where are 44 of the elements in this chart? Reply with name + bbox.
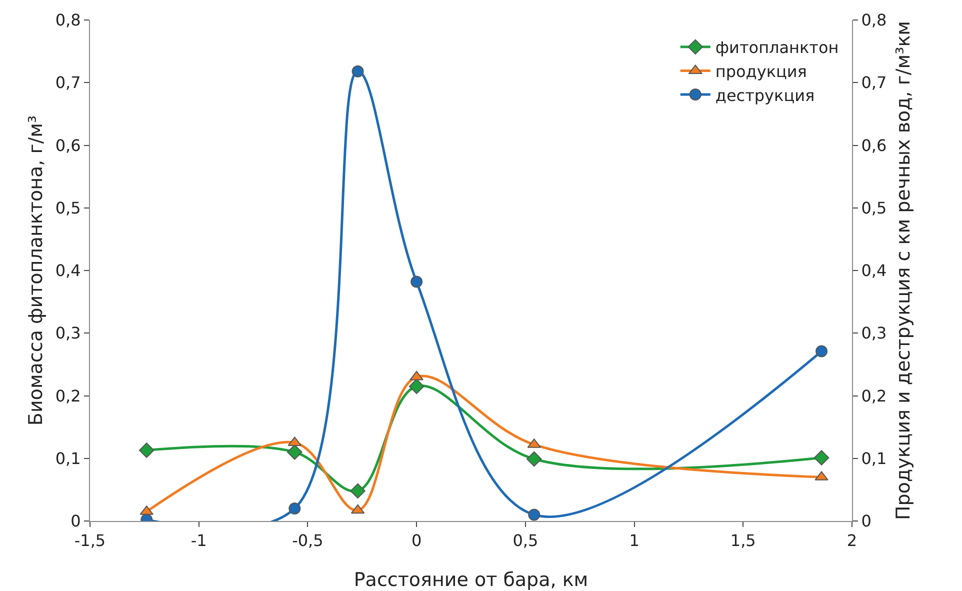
y2-axis-title: Продукция и деструкция с км речных вод, г/м³км xyxy=(892,20,914,520)
y-tick-label: 0,8 xyxy=(55,10,81,30)
point xyxy=(814,450,830,466)
point xyxy=(410,276,423,288)
point xyxy=(138,442,154,458)
x-tick-label: -1 xyxy=(190,531,207,550)
point xyxy=(528,508,540,521)
point xyxy=(352,65,364,78)
y2-tick-label: 0,7 xyxy=(861,73,887,92)
y-tick-label: 0,6 xyxy=(55,136,81,155)
y-tick-label: 0,4 xyxy=(55,261,81,280)
x-tick-label: 1,5 xyxy=(730,531,756,550)
y-tick-label: 0,7 xyxy=(55,73,81,92)
y-tick-label: 0,1 xyxy=(55,448,81,468)
y2-tick-label: 0,4 xyxy=(861,261,887,280)
point xyxy=(288,502,301,514)
point xyxy=(816,345,828,358)
point xyxy=(526,451,542,467)
y2-tick-label: 0,3 xyxy=(861,324,887,343)
x-axis-title: Расстояние от бара, км xyxy=(354,569,588,591)
y-tick-label: 0 xyxy=(70,512,81,531)
point xyxy=(287,444,302,460)
y-axis-title: Биомасса фитопланктона, г/м³ xyxy=(25,115,47,426)
y-tick-label: 0,2 xyxy=(55,386,81,406)
y-tick-label: 0,3 xyxy=(55,324,81,343)
legend-label: продукция xyxy=(715,62,807,81)
y2-tick-label: 0 xyxy=(861,512,872,531)
x-tick-label: 0 xyxy=(411,531,422,550)
y2-tick-label: 0,5 xyxy=(861,198,887,218)
y-tick-label: 0,5 xyxy=(55,198,81,218)
point xyxy=(408,378,424,394)
x-tick-label: 1 xyxy=(629,531,640,550)
x-tick-label: 2 xyxy=(846,531,858,550)
y2-tick-label: 0,8 xyxy=(861,10,887,30)
point xyxy=(350,483,366,499)
point xyxy=(410,370,424,380)
legend-label: фитопланктон xyxy=(715,38,839,58)
y2-tick-label: 0,1 xyxy=(861,448,887,468)
x-tick-label: -0,5 xyxy=(292,531,324,550)
y2-tick-label: 0,6 xyxy=(861,136,887,155)
x-tick-label: 0,5 xyxy=(512,531,538,550)
x-tick-label: -1,5 xyxy=(74,531,106,550)
y2-tick-label: 0,2 xyxy=(861,386,887,406)
legend-label: деструкция xyxy=(715,86,815,105)
